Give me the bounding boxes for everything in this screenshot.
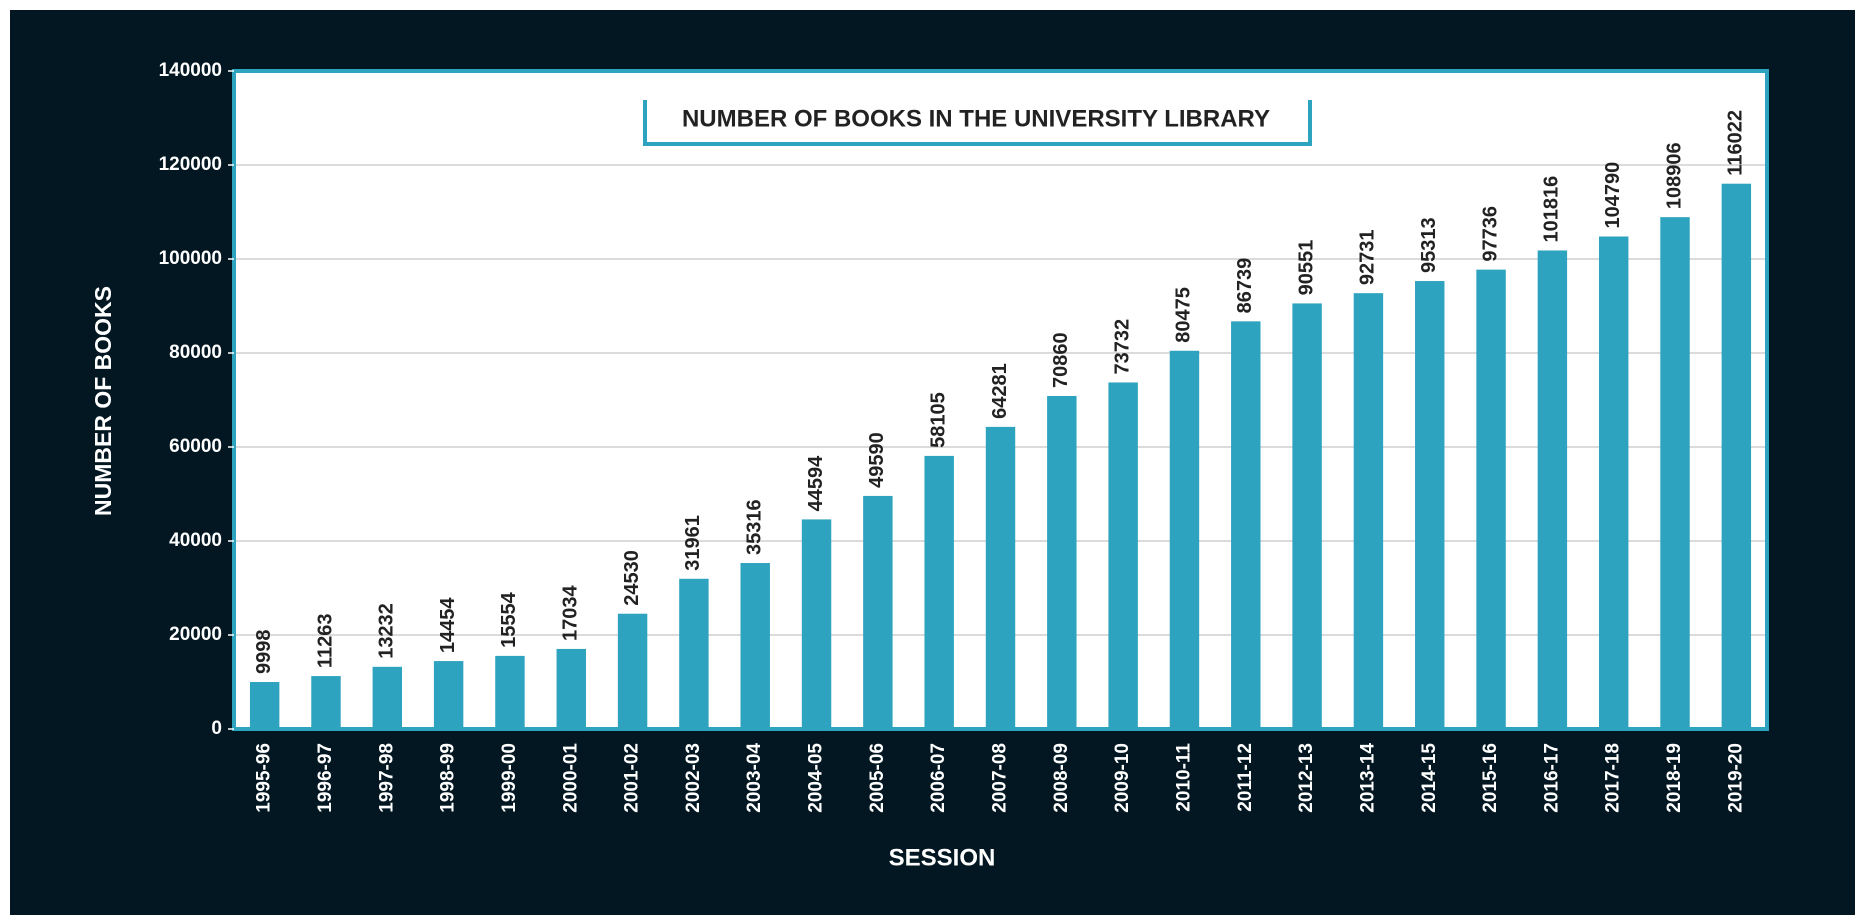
x-tick-label: 2014-15 — [1419, 743, 1440, 813]
data-label: 11263 — [314, 614, 336, 669]
x-tick-label: 1996-97 — [315, 743, 336, 813]
x-tick-label: 2016-17 — [1541, 743, 1562, 813]
data-label: 35316 — [744, 499, 766, 555]
data-label: 9998 — [253, 630, 275, 675]
title-box — [643, 100, 1312, 146]
bar — [617, 613, 648, 729]
data-label: 17034 — [560, 584, 582, 640]
bar — [433, 661, 464, 729]
x-tick-label: 1995-96 — [254, 743, 275, 813]
data-label: 31961 — [682, 515, 704, 571]
y-tick-label: 100000 — [159, 248, 222, 269]
bar — [801, 519, 832, 729]
bar — [1047, 395, 1077, 729]
y-tick-label: 0 — [211, 718, 222, 739]
bar — [556, 648, 586, 729]
data-label: 116022 — [1725, 110, 1747, 176]
y-tick-label: 120000 — [159, 154, 222, 175]
x-tick-label: 2008-09 — [1051, 743, 1072, 813]
x-tick-label: 2017-18 — [1603, 743, 1624, 813]
data-label: 101816 — [1541, 176, 1563, 243]
x-tick-label: 1998-99 — [438, 743, 459, 813]
bar — [1598, 236, 1629, 729]
x-tick-label: 1997-98 — [376, 743, 397, 813]
data-label: 14454 — [437, 597, 459, 653]
bar — [372, 666, 403, 729]
data-label: 70860 — [1050, 332, 1072, 388]
marks — [234, 70, 1767, 730]
x-tick-label: 2011-12 — [1235, 743, 1256, 812]
data-label: 95313 — [1418, 217, 1440, 273]
x-tick-label: 2004-05 — [806, 743, 827, 813]
x-tick-label: 2002-03 — [683, 743, 704, 813]
y-tick-label: 80000 — [169, 342, 222, 363]
data-label: 24530 — [621, 550, 643, 606]
x-tick-label: 2000-01 — [560, 743, 581, 813]
bar — [1231, 321, 1261, 729]
bar — [1169, 350, 1200, 729]
x-tick-label: 2003-04 — [744, 743, 765, 813]
x-tick-label: 2009-10 — [1112, 743, 1133, 813]
data-label: 49590 — [866, 432, 888, 488]
bar — [1353, 293, 1384, 729]
y-tick-label: 20000 — [169, 624, 222, 645]
plot-border — [232, 69, 1769, 731]
bar — [1660, 217, 1690, 730]
data-label: 97736 — [1479, 206, 1501, 262]
x-tick-label: 2007-08 — [990, 743, 1011, 813]
bar — [1721, 183, 1752, 729]
bar — [495, 655, 525, 729]
x-tick-label: 2012-13 — [1296, 743, 1317, 813]
bar — [740, 563, 770, 729]
chart-title: NUMBER OF BOOKS IN THE UNIVERSITY LIBRAR… — [682, 105, 1270, 132]
data-label: 73732 — [1111, 319, 1133, 375]
bar — [1537, 250, 1568, 730]
data-label: 104790 — [1602, 162, 1624, 229]
bar — [679, 578, 709, 729]
x-tick-label: 2005-06 — [867, 743, 888, 813]
data-label: 108906 — [1663, 142, 1685, 209]
bar — [249, 682, 280, 729]
bar — [311, 676, 341, 729]
bar — [1476, 269, 1506, 729]
data-label: 86739 — [1234, 258, 1256, 314]
y-axis-label: NUMBER OF BOOKS — [90, 286, 116, 516]
x-axis-label: SESSION — [889, 844, 996, 871]
data-label: 90551 — [1295, 240, 1317, 296]
data-label: 80475 — [1173, 287, 1195, 343]
data-label: 44594 — [805, 455, 827, 511]
x-tick-label: 2015-16 — [1480, 743, 1501, 813]
bar — [1108, 382, 1138, 729]
bar — [1292, 303, 1322, 729]
x-tick-label: 2001-02 — [622, 743, 643, 813]
x-tick-label: 2018-19 — [1664, 743, 1685, 813]
bar — [924, 455, 954, 729]
bar — [1415, 281, 1445, 729]
y-tick-label: 40000 — [169, 530, 222, 551]
x-tick-label: 2013-14 — [1357, 743, 1378, 813]
x-tick-label: 2019-20 — [1725, 743, 1746, 813]
y-tick-label: 60000 — [169, 436, 222, 457]
data-label: 58105 — [927, 392, 949, 448]
x-tick-label: 2010-11 — [1173, 743, 1194, 812]
data-label: 13232 — [376, 603, 398, 659]
data-label: 92731 — [1357, 230, 1379, 286]
data-label: 64281 — [989, 363, 1011, 419]
bar — [863, 495, 893, 729]
x-tick-label: 2006-07 — [928, 743, 949, 813]
bar — [985, 426, 1016, 729]
data-label: 15554 — [498, 591, 520, 647]
x-tick-label: 1999-00 — [499, 743, 520, 813]
y-tick-label: 140000 — [159, 60, 222, 81]
